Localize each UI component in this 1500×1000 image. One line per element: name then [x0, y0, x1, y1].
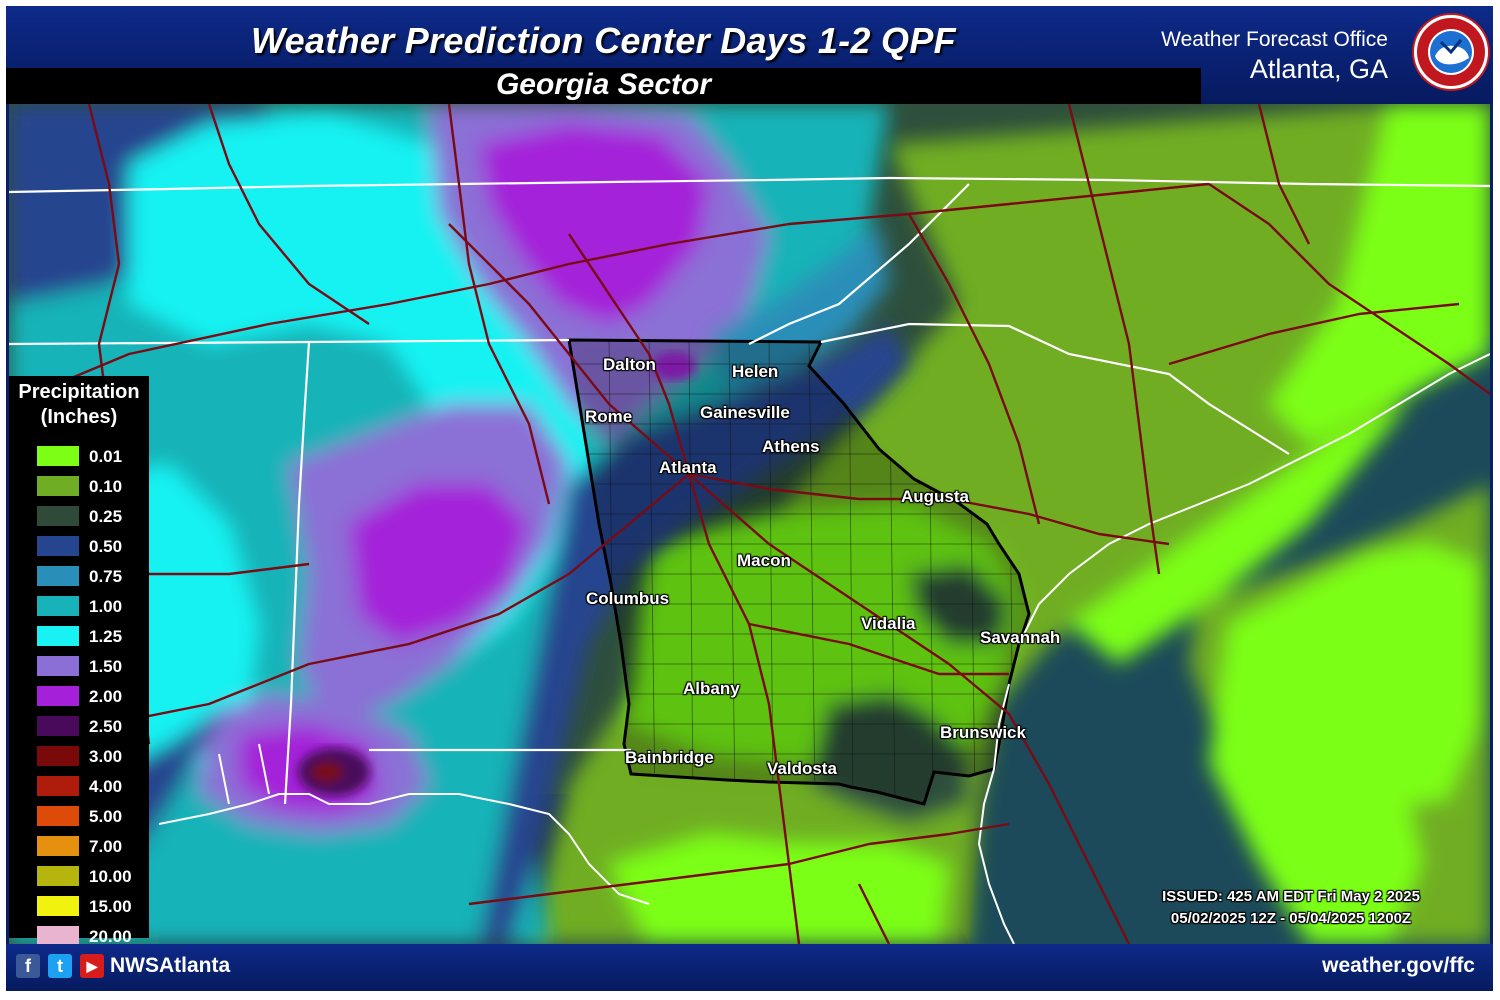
- legend-label: 5.00: [89, 807, 123, 826]
- city-label-albany: Albany: [683, 679, 740, 698]
- legend-label: 0.01: [89, 447, 123, 466]
- legend-title: Precipitation (Inches): [9, 380, 149, 430]
- page-title: Weather Prediction Center Days 1-2 QPF: [251, 20, 956, 61]
- legend-swatch: [37, 896, 79, 916]
- legend-swatch: [37, 746, 79, 766]
- subtitle-bar: [6, 68, 1201, 104]
- nws-logo-icon: [1412, 13, 1490, 91]
- legend-label: 0.75: [89, 567, 123, 586]
- legend-label: 4.00: [89, 777, 123, 796]
- city-label-valdosta: Valdosta: [767, 759, 837, 778]
- city-label-augusta: Augusta: [901, 487, 969, 506]
- legend-label: 1.00: [89, 597, 123, 616]
- city-label-rome: Rome: [585, 407, 633, 426]
- legend-label: 1.50: [89, 657, 123, 676]
- legend-label: 20.00: [89, 927, 132, 946]
- legend-label: 7.00: [89, 837, 123, 856]
- legend-title-line1: Precipitation: [18, 381, 140, 403]
- legend-label: 2.00: [89, 687, 123, 706]
- legend-swatch: [37, 776, 79, 796]
- footer-bar: f t ▶ NWSAtlanta weather.gov/ffc: [6, 944, 1493, 991]
- legend-swatch: [37, 866, 79, 886]
- legend-label: 1.25: [89, 627, 123, 646]
- city-label-vidalia: Vidalia: [861, 614, 916, 633]
- legend-swatch: [37, 836, 79, 856]
- legend-swatch: [37, 506, 79, 526]
- city-label-columbus: Columbus: [586, 589, 670, 608]
- twitter-icon[interactable]: t: [48, 954, 72, 978]
- website-link[interactable]: weather.gov/ffc: [1322, 954, 1475, 977]
- office-label: Weather Forecast Office: [1161, 28, 1388, 51]
- city-label-savannah: Savannah: [980, 628, 1061, 647]
- legend-swatch: [37, 686, 79, 706]
- youtube-icon[interactable]: ▶: [80, 954, 104, 978]
- legend-label: 15.00: [89, 897, 132, 916]
- legend-swatch: [37, 536, 79, 556]
- legend-label: 0.25: [89, 507, 123, 526]
- page-subtitle: Georgia Sector: [495, 68, 712, 101]
- legend-swatch: [37, 806, 79, 826]
- legend-label: 2.50: [89, 717, 123, 736]
- facebook-icon[interactable]: f: [16, 954, 40, 978]
- legend-swatch: [37, 716, 79, 736]
- city-label-macon: Macon: [737, 551, 791, 570]
- issued-line: ISSUED: 425 AM EDT Fri May 2 2025: [1162, 888, 1420, 905]
- office-city: Atlanta, GA: [1249, 54, 1388, 84]
- legend-label: 0.50: [89, 537, 123, 556]
- city-label-brunswick: Brunswick: [940, 723, 1026, 742]
- city-label-bainbridge: Bainbridge: [625, 748, 714, 767]
- legend-swatch: [37, 446, 79, 466]
- city-label-dalton: Dalton: [603, 355, 656, 374]
- legend-label: 0.10: [89, 477, 123, 496]
- legend-swatch: [37, 926, 79, 946]
- issued-timestamp: ISSUED: 425 AM EDT Fri May 2 2025 05/02/…: [1136, 886, 1446, 930]
- legend-swatch: [37, 596, 79, 616]
- city-label-athens: Athens: [762, 437, 820, 456]
- city-label-gainesville: Gainesville: [700, 403, 790, 422]
- city-label-helen: Helen: [732, 362, 779, 381]
- qpf-graphic: Weather Prediction Center Days 1-2 QPF G…: [6, 6, 1493, 991]
- precipitation-legend: Precipitation (Inches) 0.01 0.10 0.25 0.50 0…: [9, 376, 149, 946]
- social-handle[interactable]: NWSAtlanta: [110, 954, 231, 977]
- legend-swatch: [37, 566, 79, 586]
- legend-title-line2: (Inches): [40, 406, 118, 428]
- legend-label: 10.00: [89, 867, 132, 886]
- city-label-atlanta: Atlanta: [659, 458, 717, 477]
- legend-swatch: [37, 626, 79, 646]
- legend-label: 3.00: [89, 747, 123, 766]
- legend-swatch: [37, 656, 79, 676]
- legend-swatch: [37, 476, 79, 496]
- precipitation-map: [9, 104, 1490, 944]
- valid-period-line: 05/02/2025 12Z - 05/04/2025 1200Z: [1170, 910, 1412, 927]
